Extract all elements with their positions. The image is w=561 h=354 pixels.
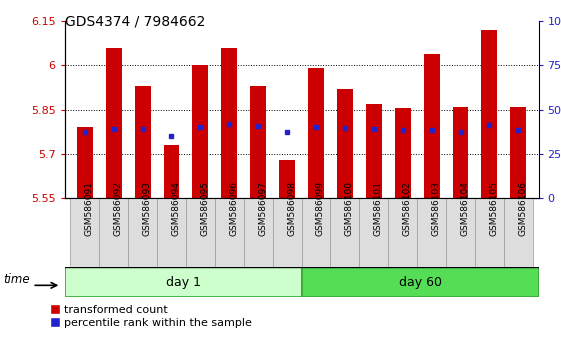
Text: time: time: [3, 273, 30, 286]
FancyBboxPatch shape: [330, 198, 360, 267]
Text: GSM586103: GSM586103: [431, 181, 440, 236]
FancyBboxPatch shape: [417, 198, 446, 267]
Text: GSM586101: GSM586101: [374, 181, 383, 236]
Text: day 1: day 1: [165, 276, 200, 289]
Bar: [250, 86, 266, 198]
Bar: [366, 104, 381, 198]
FancyBboxPatch shape: [157, 198, 186, 267]
Bar: [424, 54, 440, 198]
Text: GSM586091: GSM586091: [85, 181, 94, 236]
Text: GSM586104: GSM586104: [461, 181, 470, 236]
Bar: [308, 68, 324, 198]
Text: GSM586105: GSM586105: [489, 181, 498, 236]
Text: GSM586097: GSM586097: [258, 181, 267, 236]
Bar: [192, 65, 208, 198]
Text: GSM586099: GSM586099: [316, 181, 325, 236]
Text: GSM586095: GSM586095: [200, 181, 209, 236]
Bar: [135, 86, 150, 198]
FancyBboxPatch shape: [65, 267, 301, 297]
Bar: [395, 108, 411, 198]
Legend: transformed count, percentile rank within the sample: transformed count, percentile rank withi…: [50, 305, 252, 328]
Bar: [77, 127, 93, 198]
FancyBboxPatch shape: [302, 198, 330, 267]
FancyBboxPatch shape: [301, 267, 539, 297]
Bar: [453, 107, 468, 198]
Text: day 60: day 60: [398, 276, 442, 289]
FancyBboxPatch shape: [504, 198, 533, 267]
FancyBboxPatch shape: [243, 198, 273, 267]
Text: GSM586092: GSM586092: [114, 181, 123, 236]
FancyBboxPatch shape: [70, 198, 99, 267]
Bar: [222, 48, 237, 198]
Bar: [105, 48, 122, 198]
Text: GSM586096: GSM586096: [229, 181, 238, 236]
FancyBboxPatch shape: [475, 198, 504, 267]
FancyBboxPatch shape: [99, 198, 128, 267]
FancyBboxPatch shape: [186, 198, 215, 267]
Text: GSM586093: GSM586093: [142, 181, 151, 236]
Text: GSM586106: GSM586106: [518, 181, 527, 236]
Text: GSM586102: GSM586102: [403, 181, 412, 236]
FancyBboxPatch shape: [360, 198, 388, 267]
FancyBboxPatch shape: [388, 198, 417, 267]
FancyBboxPatch shape: [446, 198, 475, 267]
Text: GSM586098: GSM586098: [287, 181, 296, 236]
FancyBboxPatch shape: [273, 198, 302, 267]
Text: GDS4374 / 7984662: GDS4374 / 7984662: [65, 14, 205, 28]
Text: GSM586094: GSM586094: [172, 181, 181, 236]
FancyBboxPatch shape: [128, 198, 157, 267]
Bar: [337, 89, 353, 198]
Text: GSM586100: GSM586100: [345, 181, 354, 236]
Bar: [511, 107, 526, 198]
FancyBboxPatch shape: [215, 198, 243, 267]
Bar: [163, 145, 180, 198]
Bar: [279, 160, 295, 198]
Bar: [481, 30, 498, 198]
